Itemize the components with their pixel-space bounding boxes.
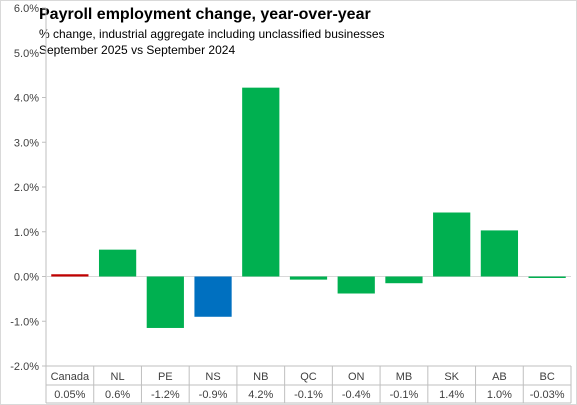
category-label: BC (539, 371, 554, 383)
value-label: 1.4% (439, 389, 464, 401)
y-tick-label: 5.0% (14, 48, 39, 60)
category-label: ON (348, 371, 365, 383)
category-label: QC (300, 371, 317, 383)
y-tick-label: -2.0% (10, 361, 39, 373)
category-label: AB (492, 371, 507, 383)
value-label: 4.2% (248, 389, 273, 401)
bar-nl (98, 249, 137, 277)
bar-ab (480, 230, 519, 277)
category-label: Canada (51, 371, 90, 383)
y-tick-label: 3.0% (14, 137, 39, 149)
category-label: NL (111, 371, 125, 383)
bar-ns (194, 276, 232, 317)
chart-title: Payroll employment change, year-over-yea… (39, 6, 371, 23)
bar-sk (433, 212, 471, 277)
y-tick-label: 0.0% (14, 272, 39, 284)
bar-on (337, 276, 375, 294)
chart-subtitle-line-1: % change, industrial aggregate including… (39, 27, 385, 41)
y-tick-label: 6.0% (14, 3, 39, 15)
bar-mb (385, 276, 423, 284)
value-label: -0.03% (530, 389, 565, 401)
value-label: 1.0% (487, 389, 512, 401)
category-label: NS (205, 371, 220, 383)
chart-subtitle-line-2: September 2025 vs September 2024 (39, 43, 236, 57)
bar-nb (242, 87, 280, 277)
bar-bc (528, 276, 566, 278)
value-label: 0.05% (54, 389, 85, 401)
y-tick-label: 1.0% (14, 227, 39, 239)
bar-qc (289, 276, 328, 280)
value-label: 0.6% (105, 389, 130, 401)
y-tick-label: 4.0% (14, 93, 39, 105)
bar-canada (51, 274, 89, 277)
y-tick-label: -1.0% (10, 316, 39, 328)
y-tick-label: 2.0% (14, 182, 39, 194)
value-label: -0.9% (199, 389, 228, 401)
bar-pe (146, 276, 184, 328)
category-label: MB (396, 371, 413, 383)
category-label: PE (158, 371, 173, 383)
value-label: -1.2% (151, 389, 180, 401)
category-label: SK (444, 371, 459, 383)
value-label: -0.1% (294, 389, 323, 401)
value-label: -0.4% (342, 389, 371, 401)
category-label: NB (253, 371, 268, 383)
value-label: -0.1% (390, 389, 419, 401)
